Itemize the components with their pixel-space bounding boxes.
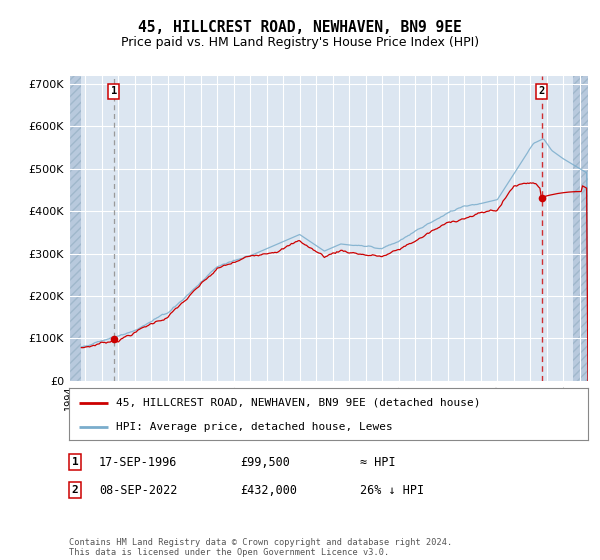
Text: 2: 2 xyxy=(538,86,545,96)
Text: 45, HILLCREST ROAD, NEWHAVEN, BN9 9EE: 45, HILLCREST ROAD, NEWHAVEN, BN9 9EE xyxy=(138,20,462,35)
Text: £432,000: £432,000 xyxy=(240,483,297,497)
Bar xyxy=(69,76,80,381)
Text: HPI: Average price, detached house, Lewes: HPI: Average price, detached house, Lewe… xyxy=(116,422,392,432)
Text: 1: 1 xyxy=(71,457,79,467)
Text: ≈ HPI: ≈ HPI xyxy=(360,455,395,469)
Text: 45, HILLCREST ROAD, NEWHAVEN, BN9 9EE (detached house): 45, HILLCREST ROAD, NEWHAVEN, BN9 9EE (d… xyxy=(116,398,480,408)
Text: Contains HM Land Registry data © Crown copyright and database right 2024.
This d: Contains HM Land Registry data © Crown c… xyxy=(69,538,452,557)
Text: 2: 2 xyxy=(71,485,79,495)
Text: 1: 1 xyxy=(110,86,117,96)
Text: 17-SEP-1996: 17-SEP-1996 xyxy=(99,455,178,469)
Text: £99,500: £99,500 xyxy=(240,455,290,469)
Text: 26% ↓ HPI: 26% ↓ HPI xyxy=(360,483,424,497)
Text: 08-SEP-2022: 08-SEP-2022 xyxy=(99,483,178,497)
Bar xyxy=(573,76,588,381)
Text: Price paid vs. HM Land Registry's House Price Index (HPI): Price paid vs. HM Land Registry's House … xyxy=(121,36,479,49)
